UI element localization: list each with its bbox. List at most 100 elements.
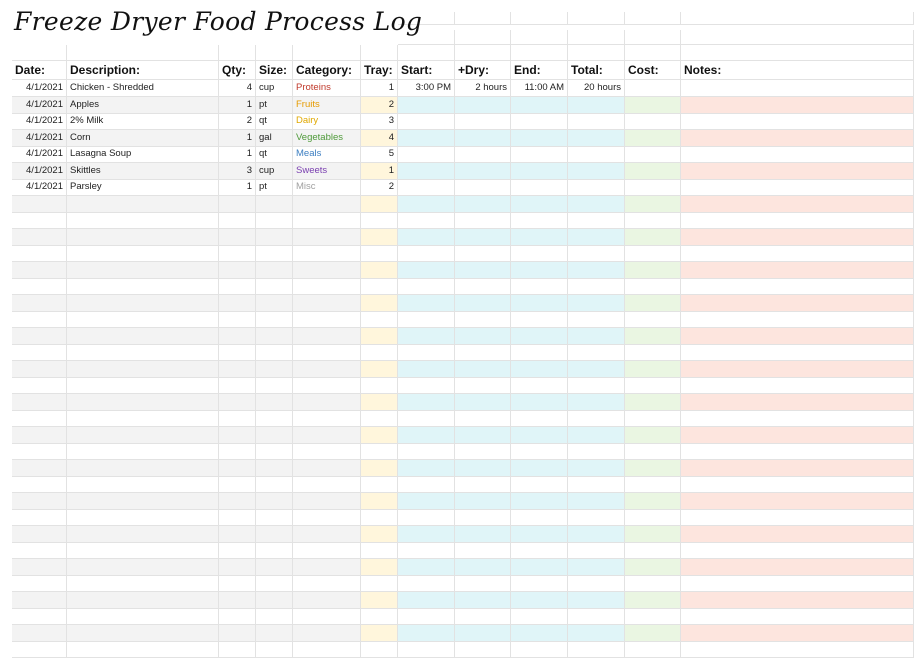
title-row-cell[interactable] bbox=[625, 45, 681, 61]
cell-cost[interactable] bbox=[625, 410, 681, 427]
cell-qty[interactable]: 3 bbox=[219, 162, 256, 180]
cell-description[interactable] bbox=[67, 426, 219, 444]
cell-date[interactable]: 4/1/2021 bbox=[12, 113, 67, 130]
cell-date[interactable] bbox=[12, 641, 67, 658]
cell-qty[interactable] bbox=[219, 509, 256, 526]
cell-qty[interactable] bbox=[219, 591, 256, 609]
title-row-cell[interactable] bbox=[12, 45, 67, 61]
cell-description[interactable]: Lasagna Soup bbox=[67, 146, 219, 163]
cell-end[interactable]: 11:00 AM bbox=[511, 80, 568, 97]
cell-tray[interactable] bbox=[361, 410, 398, 427]
cell-end[interactable] bbox=[511, 360, 568, 378]
cell-end[interactable] bbox=[511, 96, 568, 114]
cell-size[interactable]: gal bbox=[256, 129, 293, 147]
cell-notes[interactable] bbox=[681, 195, 914, 213]
cell-qty[interactable] bbox=[219, 476, 256, 493]
cell-notes[interactable] bbox=[681, 575, 914, 592]
cell-dry[interactable] bbox=[455, 327, 511, 345]
title-row-cell[interactable] bbox=[398, 45, 455, 61]
title-row-cell[interactable] bbox=[625, 12, 681, 25]
cell-end[interactable] bbox=[511, 426, 568, 444]
cell-size[interactable] bbox=[256, 608, 293, 625]
cell-notes[interactable] bbox=[681, 591, 914, 609]
cell-qty[interactable] bbox=[219, 311, 256, 328]
cell-cost[interactable] bbox=[625, 492, 681, 510]
cell-description[interactable] bbox=[67, 542, 219, 559]
cell-notes[interactable] bbox=[681, 245, 914, 262]
cell-total[interactable] bbox=[568, 195, 625, 213]
cell-date[interactable] bbox=[12, 294, 67, 312]
cell-size[interactable] bbox=[256, 393, 293, 411]
cell-size[interactable] bbox=[256, 459, 293, 477]
cell-date[interactable] bbox=[12, 591, 67, 609]
cell-tray[interactable] bbox=[361, 542, 398, 559]
cell-end[interactable] bbox=[511, 393, 568, 411]
column-header-tray[interactable]: Tray: bbox=[361, 61, 398, 80]
cell-dry[interactable] bbox=[455, 179, 511, 196]
cell-notes[interactable] bbox=[681, 113, 914, 130]
cell-description[interactable] bbox=[67, 344, 219, 361]
title-row-cell[interactable] bbox=[361, 45, 398, 61]
cell-total[interactable] bbox=[568, 96, 625, 114]
cell-total[interactable]: 20 hours bbox=[568, 80, 625, 97]
cell-qty[interactable] bbox=[219, 426, 256, 444]
cell-description[interactable] bbox=[67, 377, 219, 394]
cell-category[interactable] bbox=[293, 195, 361, 213]
cell-total[interactable] bbox=[568, 558, 625, 576]
cell-dry[interactable] bbox=[455, 360, 511, 378]
cell-tray[interactable]: 2 bbox=[361, 179, 398, 196]
cell-total[interactable] bbox=[568, 426, 625, 444]
cell-total[interactable] bbox=[568, 278, 625, 295]
title-row-cell[interactable] bbox=[455, 30, 511, 45]
cell-category[interactable] bbox=[293, 426, 361, 444]
cell-tray[interactable] bbox=[361, 492, 398, 510]
cell-notes[interactable] bbox=[681, 261, 914, 279]
cell-cost[interactable] bbox=[625, 509, 681, 526]
cell-description[interactable] bbox=[67, 509, 219, 526]
cell-start[interactable] bbox=[398, 96, 455, 114]
cell-description[interactable] bbox=[67, 459, 219, 477]
cell-date[interactable] bbox=[12, 476, 67, 493]
cell-category[interactable] bbox=[293, 228, 361, 246]
cell-notes[interactable] bbox=[681, 327, 914, 345]
cell-end[interactable] bbox=[511, 542, 568, 559]
cell-category[interactable] bbox=[293, 261, 361, 279]
title-row-cell[interactable] bbox=[568, 30, 625, 45]
cell-end[interactable] bbox=[511, 476, 568, 493]
cell-tray[interactable]: 3 bbox=[361, 113, 398, 130]
cell-dry[interactable] bbox=[455, 558, 511, 576]
cell-notes[interactable] bbox=[681, 129, 914, 147]
cell-size[interactable] bbox=[256, 558, 293, 576]
cell-cost[interactable] bbox=[625, 377, 681, 394]
cell-date[interactable] bbox=[12, 278, 67, 295]
cell-category[interactable] bbox=[293, 212, 361, 229]
cell-size[interactable] bbox=[256, 410, 293, 427]
cell-qty[interactable] bbox=[219, 261, 256, 279]
cell-dry[interactable] bbox=[455, 443, 511, 460]
cell-end[interactable] bbox=[511, 311, 568, 328]
cell-start[interactable] bbox=[398, 113, 455, 130]
title-row-cell[interactable] bbox=[398, 30, 455, 45]
cell-description[interactable]: Corn bbox=[67, 129, 219, 147]
cell-description[interactable] bbox=[67, 393, 219, 411]
cell-date[interactable] bbox=[12, 624, 67, 642]
cell-description[interactable] bbox=[67, 476, 219, 493]
cell-end[interactable] bbox=[511, 558, 568, 576]
cell-category[interactable] bbox=[293, 459, 361, 477]
cell-notes[interactable] bbox=[681, 162, 914, 180]
cell-total[interactable] bbox=[568, 377, 625, 394]
cell-cost[interactable] bbox=[625, 591, 681, 609]
column-header-category[interactable]: Category: bbox=[293, 61, 361, 80]
cell-date[interactable] bbox=[12, 360, 67, 378]
cell-end[interactable] bbox=[511, 327, 568, 345]
title-row-cell[interactable] bbox=[511, 45, 568, 61]
cell-dry[interactable] bbox=[455, 96, 511, 114]
cell-end[interactable] bbox=[511, 162, 568, 180]
cell-dry[interactable] bbox=[455, 377, 511, 394]
cell-tray[interactable] bbox=[361, 393, 398, 411]
cell-end[interactable] bbox=[511, 459, 568, 477]
cell-cost[interactable] bbox=[625, 360, 681, 378]
cell-description[interactable] bbox=[67, 311, 219, 328]
cell-dry[interactable] bbox=[455, 542, 511, 559]
cell-end[interactable] bbox=[511, 443, 568, 460]
